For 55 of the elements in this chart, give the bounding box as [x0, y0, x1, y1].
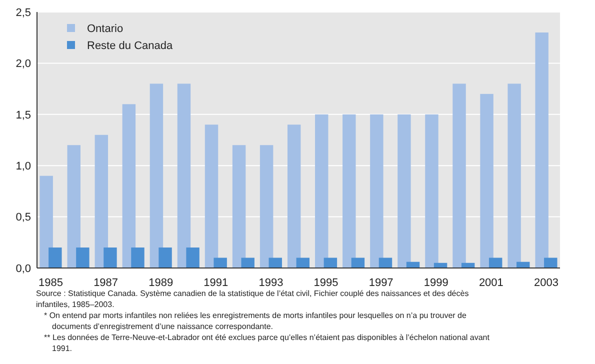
bar [398, 114, 411, 268]
bar [378, 258, 392, 268]
bar [544, 258, 558, 268]
bar [370, 114, 384, 268]
x-tick-label: 1985 [38, 277, 64, 289]
bar [342, 114, 356, 268]
bar [150, 84, 164, 268]
bar [214, 258, 227, 268]
y-tick-label: 0,5 [16, 212, 31, 224]
bar [315, 114, 328, 268]
legend-label: Ontario [87, 22, 124, 35]
bar [48, 248, 62, 268]
bar [260, 145, 274, 268]
bar [508, 84, 521, 268]
x-tick-label: 1995 [314, 277, 338, 289]
bar [488, 258, 502, 268]
bar [296, 258, 310, 268]
y-tick-label: 2,0 [16, 58, 31, 70]
bar [324, 258, 338, 268]
bar [425, 114, 438, 268]
source-note: Source : Statistique Canada. Système canadien de la statistique de l’état civil, Fichier couplé des naissances et des décès infantiles, 1985–2003. [36, 289, 469, 309]
y-tick-label: 0,0 [16, 262, 31, 275]
x-tick-label: 1997 [368, 277, 394, 289]
x-tick-label: 2001 [478, 277, 504, 289]
bar [67, 145, 80, 268]
bar [158, 248, 172, 268]
bar [241, 258, 254, 268]
bar [268, 258, 282, 268]
legend-label: Reste du Canada [87, 40, 174, 52]
bar [76, 248, 90, 268]
bar [351, 258, 365, 268]
x-tick-label: 1991 [204, 277, 228, 289]
x-tick-label: 1993 [258, 277, 284, 289]
y-tick-label: 2,5 [16, 6, 31, 19]
x-tick-label: 1989 [148, 277, 174, 289]
bar [122, 104, 136, 268]
x-tick-label: 1987 [94, 277, 118, 289]
bar [535, 32, 548, 268]
bar [40, 176, 53, 268]
bar [94, 134, 108, 268]
bar [232, 145, 246, 268]
bar [177, 84, 191, 268]
y-tick-label: 1,0 [16, 160, 31, 172]
bar [104, 248, 117, 268]
bar [287, 124, 301, 268]
text: * On entend par morts infantiles non reliées les enregistrements de morts infantiles pour lesquelles on n’a pu trouver de documents d’enregistrement d’une naissance correspondante. [44, 311, 468, 331]
x-tick-label: 1999 [424, 277, 448, 289]
bar [186, 248, 200, 268]
bar [131, 248, 144, 268]
x-tick-label: 2003 [534, 277, 558, 289]
bar [480, 94, 494, 268]
bar [452, 84, 466, 268]
bar [204, 124, 218, 268]
y-tick-label: 1,5 [16, 109, 31, 122]
text: ** Les données de Terre-Neuve-et-Labrador ont été exclues parce qu’elles n’étaient pas disponibles à l’échelon national avant 1991. [44, 333, 490, 353]
